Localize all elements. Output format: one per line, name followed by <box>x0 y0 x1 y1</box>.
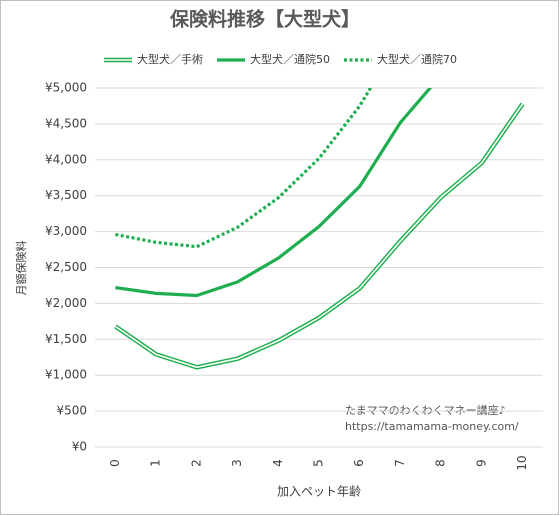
watermark: https://tamamama-money.com/ <box>345 420 519 433</box>
legend-label: 大型犬／手術 <box>137 52 203 66</box>
x-tick-label: 7 <box>393 459 407 467</box>
y-tick-label: ¥5,000 <box>45 81 87 95</box>
x-tick-label: 2 <box>189 459 203 467</box>
x-tick-label: 5 <box>312 459 326 467</box>
legend-label: 大型犬／通院70 <box>377 52 457 66</box>
x-tick-label: 3 <box>230 459 244 467</box>
y-tick-label: ¥2,500 <box>45 260 87 274</box>
x-tick-label: 4 <box>271 459 285 467</box>
plot-area <box>114 88 525 370</box>
x-tick-label: 0 <box>108 459 122 467</box>
line-series <box>115 88 433 298</box>
y-tick-label: ¥1,500 <box>45 332 87 346</box>
x-tick-label: 10 <box>515 455 529 470</box>
x-axis-label: 加入ペット年齢 <box>277 484 361 499</box>
chart-title: 保険料推移【大型犬】 <box>169 8 360 31</box>
y-axis-label: 月額保険料 <box>14 241 28 296</box>
x-tick-label: 1 <box>149 459 163 467</box>
y-tick-label: ¥4,000 <box>45 152 87 166</box>
line-series-inner <box>114 103 524 369</box>
watermark: たまママのわくわくマネー講座♪ <box>345 403 506 417</box>
y-tick-label: ¥4,500 <box>45 116 87 130</box>
y-tick-label: ¥2,000 <box>45 296 87 310</box>
y-tick-label: ¥3,000 <box>45 224 87 238</box>
legend-label: 大型犬／通院50 <box>250 52 330 66</box>
y-tick-label: ¥0 <box>72 440 87 454</box>
y-tick-label: ¥1,000 <box>45 368 87 382</box>
x-tick-label: 9 <box>474 459 488 467</box>
y-tick-label: ¥3,500 <box>45 188 87 202</box>
y-tick-label: ¥500 <box>56 404 87 418</box>
x-tick-label: 8 <box>434 459 448 467</box>
x-tick-label: 6 <box>352 459 366 467</box>
